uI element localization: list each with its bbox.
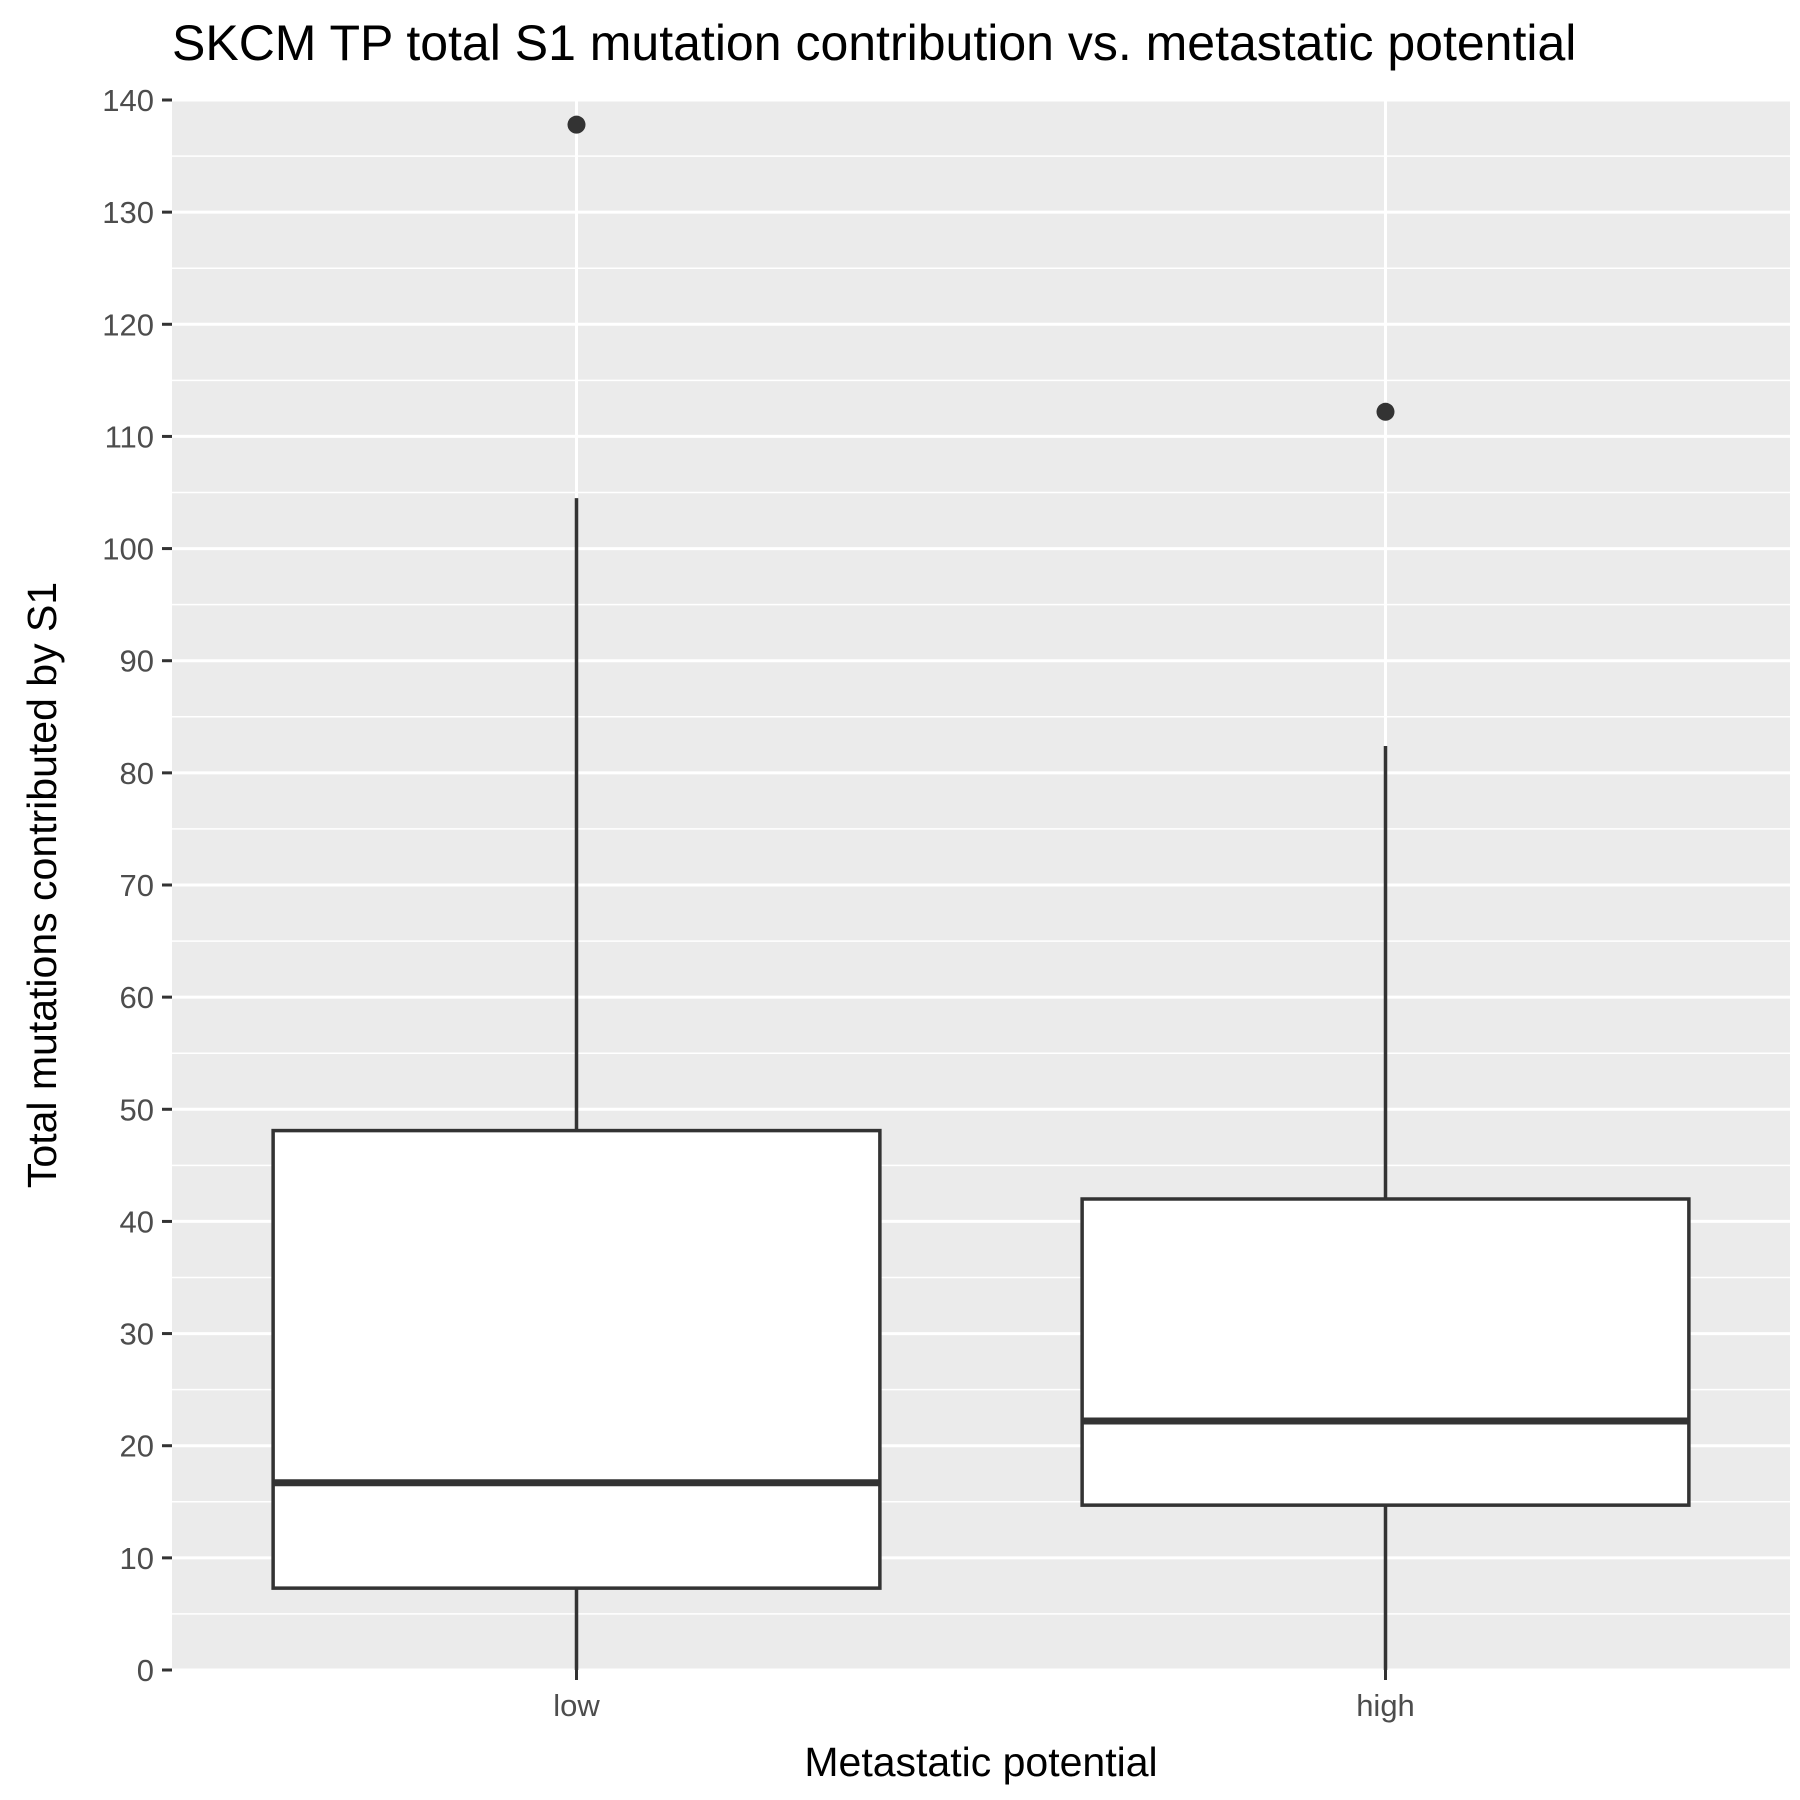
y-tick-label: 0 [137, 1653, 154, 1688]
y-tick-label: 70 [120, 868, 154, 903]
box-body [1080, 1197, 1691, 1507]
y-tick-label: 140 [102, 83, 154, 118]
y-tick-label: 50 [120, 1092, 154, 1127]
boxes-layer [271, 115, 1691, 1670]
chart-title: SKCM TP total S1 mutation contribution v… [172, 15, 1576, 71]
y-tick-label: 60 [120, 980, 154, 1015]
y-tick-label: 120 [102, 307, 154, 342]
outlier-point [1376, 402, 1395, 421]
x-tick-label: high [1356, 1688, 1415, 1723]
outlier-point [567, 115, 586, 134]
y-tick-label: 30 [120, 1317, 154, 1352]
y-axis-title: Total mutations contributed by S1 [19, 582, 65, 1188]
y-tick-label: 130 [102, 195, 154, 230]
y-tick-label: 90 [120, 644, 154, 679]
y-tick-label: 10 [120, 1541, 154, 1576]
box-body [271, 1128, 882, 1590]
y-tick-label: 40 [120, 1204, 154, 1239]
y-tick-label: 100 [102, 532, 154, 567]
y-axis: 0 10 20 30 40 50 60 70 80 90 100 110 120 130 140 [102, 83, 172, 1688]
x-axis-title: Metastatic potential [804, 1739, 1157, 1785]
y-tick-label: 20 [120, 1429, 154, 1464]
box-high [1080, 402, 1691, 1670]
y-tick-label: 110 [105, 419, 154, 454]
y-tick-label: 80 [120, 756, 154, 791]
x-tick-label: low [553, 1688, 600, 1723]
box-low [271, 115, 882, 1670]
x-axis: low high [553, 1670, 1415, 1723]
